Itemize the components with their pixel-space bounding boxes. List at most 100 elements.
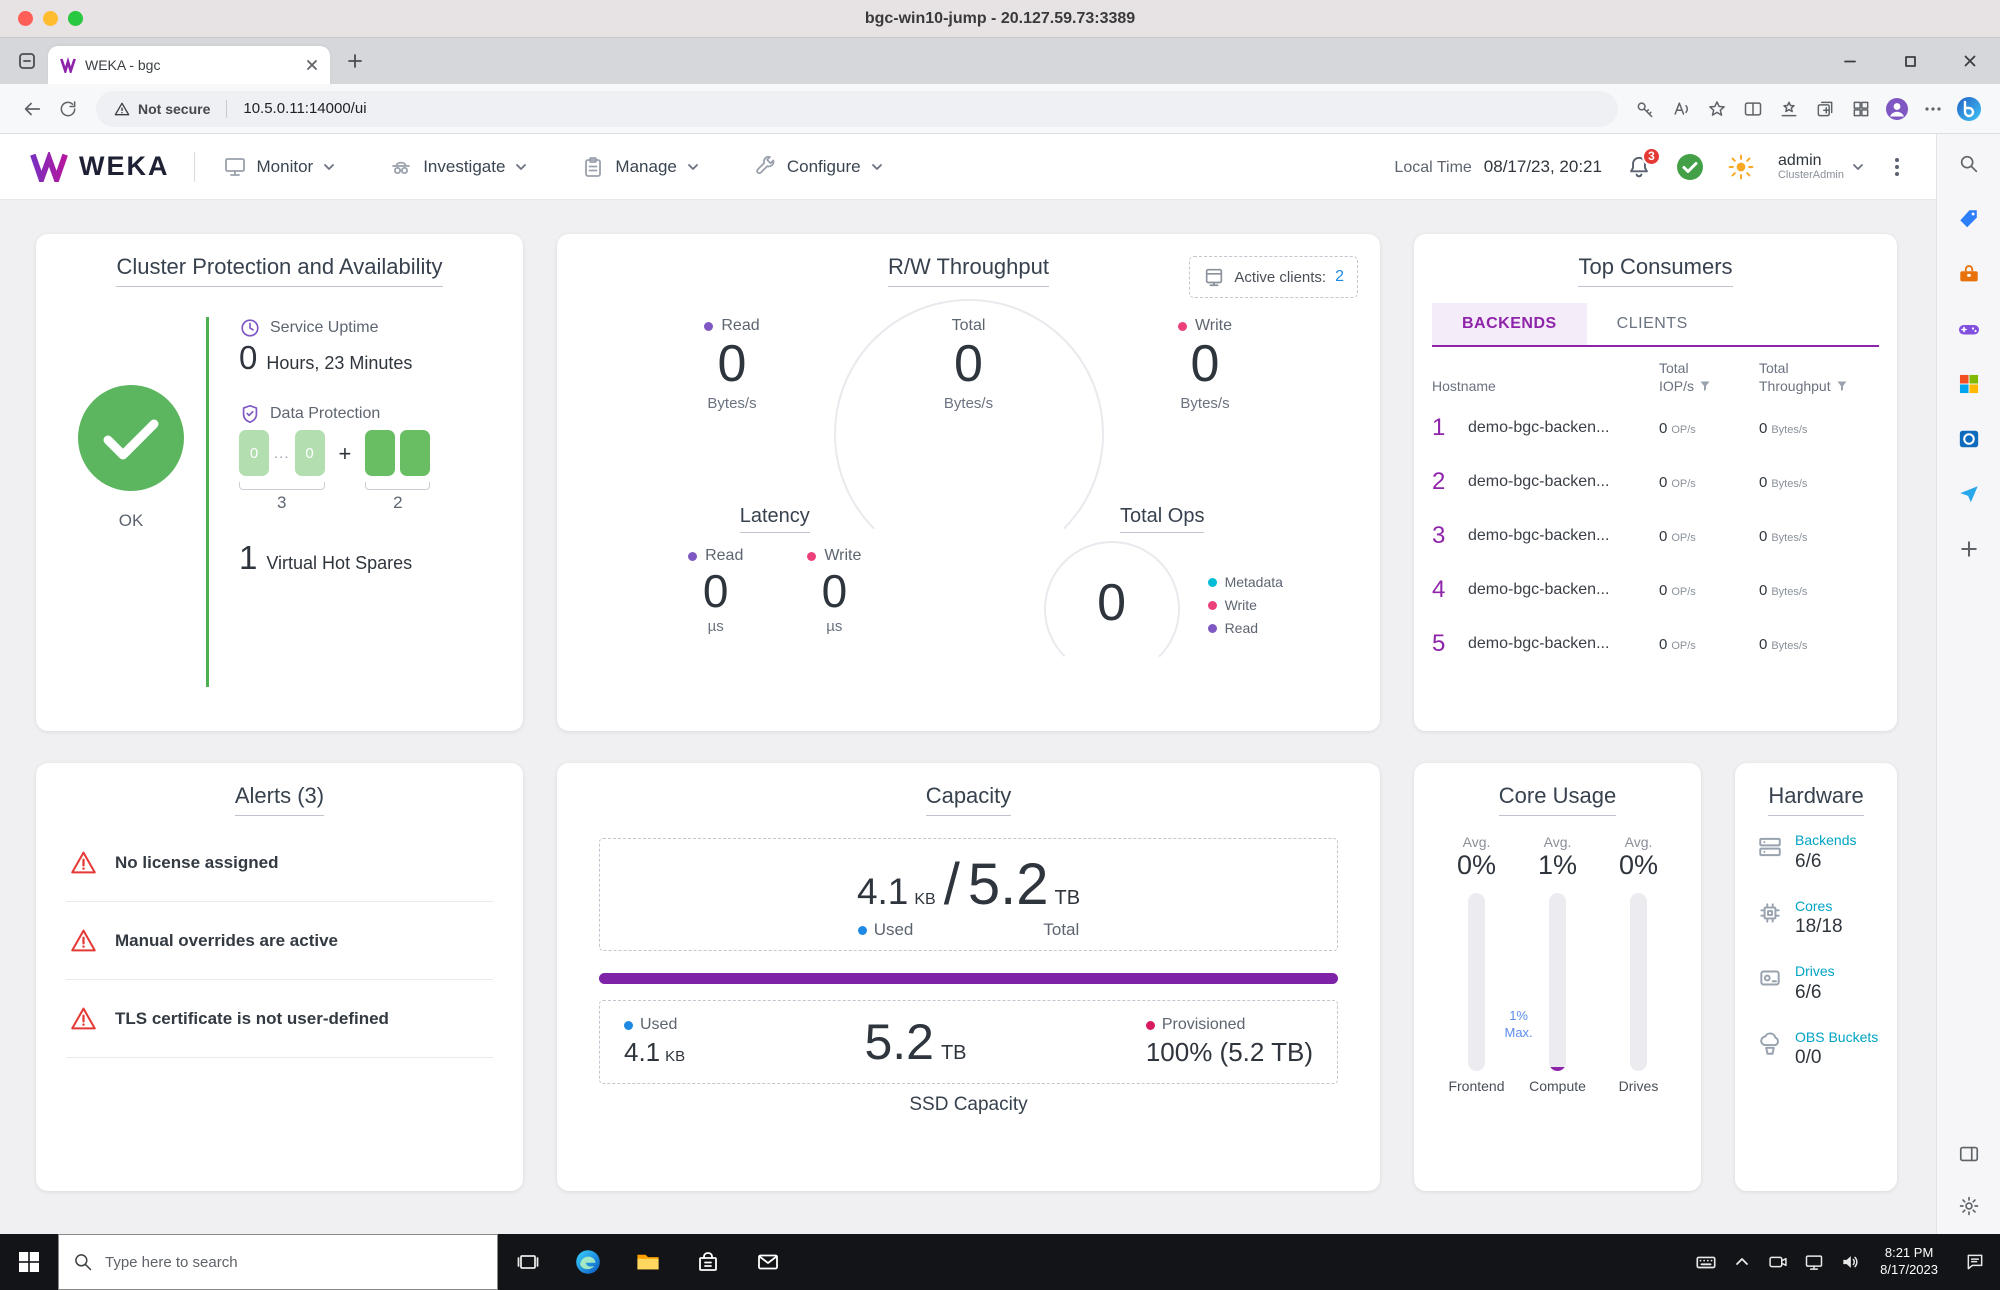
- start-button[interactable]: [0, 1234, 58, 1290]
- alert-item[interactable]: No license assigned: [66, 824, 493, 902]
- zoom-window-icon[interactable]: [68, 11, 83, 26]
- weka-favicon: [60, 57, 76, 73]
- refresh-icon[interactable]: [50, 91, 86, 127]
- tab-close-icon[interactable]: [306, 59, 318, 71]
- tab-actions-menu-icon[interactable]: [10, 44, 44, 78]
- volume-icon[interactable]: [1832, 1234, 1868, 1290]
- sidebar-add-icon[interactable]: [1955, 535, 1983, 563]
- profile-avatar[interactable]: [1880, 91, 1914, 127]
- menu-investigate[interactable]: Investigate: [389, 155, 527, 179]
- frontend-label: Frontend: [1448, 1078, 1505, 1094]
- meet-now-camera-icon[interactable]: [1760, 1234, 1796, 1290]
- split-screen-icon[interactable]: [1736, 91, 1770, 127]
- show-hidden-icons-chevron[interactable]: [1724, 1234, 1760, 1290]
- cores-value: 18/18: [1795, 916, 1843, 937]
- hardware-drives[interactable]: Drives 6/6: [1757, 963, 1883, 1004]
- hardware-cores[interactable]: Cores 18/18: [1757, 898, 1883, 939]
- favorite-star-icon[interactable]: [1700, 91, 1734, 127]
- favorites-bar-icon[interactable]: [1772, 91, 1806, 127]
- latency-read-stat: Read 0 µs: [688, 547, 743, 635]
- hostname: demo-bgc-backen...: [1468, 473, 1610, 491]
- minimize-icon[interactable]: [1820, 38, 1880, 84]
- hardware-obs-buckets[interactable]: OBS Buckets 0/0: [1757, 1029, 1883, 1070]
- kebab-menu-icon[interactable]: [1888, 156, 1906, 178]
- filter-icon[interactable]: [1699, 380, 1711, 392]
- ssd-capacity-value-block: 5.2 TB: [864, 1013, 966, 1071]
- cluster-health-button[interactable]: [1676, 153, 1704, 181]
- active-clients-box[interactable]: Active clients: 2: [1189, 256, 1358, 298]
- taskbar-clock[interactable]: 8:21 PM 8/17/2023: [1868, 1245, 1950, 1279]
- consumer-row[interactable]: 3 demo-bgc-backen... 0 OP/s 0 Bytes/s: [1432, 509, 1879, 563]
- col-total-iops[interactable]: Total IOP/s: [1659, 359, 1759, 395]
- sidebar-search-icon[interactable]: [1955, 150, 1983, 178]
- maximize-icon[interactable]: [1880, 38, 1940, 84]
- password-key-icon[interactable]: [1628, 91, 1662, 127]
- file-explorer-icon[interactable]: [618, 1234, 678, 1290]
- capacity-total-unit: TB: [1054, 887, 1081, 909]
- alert-item[interactable]: Manual overrides are active: [66, 902, 493, 980]
- hardware-backends[interactable]: Backends 6/6: [1757, 832, 1883, 873]
- tab-backends[interactable]: BACKENDS: [1432, 303, 1587, 345]
- menu-monitor[interactable]: Monitor: [223, 155, 336, 179]
- clients-icon: [1206, 268, 1223, 287]
- consumer-row[interactable]: 2 demo-bgc-backen... 0 OP/s 0 Bytes/s: [1432, 455, 1879, 509]
- sidebar-drop-icon[interactable]: [1955, 480, 1983, 508]
- action-center-button[interactable]: [1950, 1234, 2000, 1290]
- new-tab-button[interactable]: [338, 44, 372, 78]
- user-menu[interactable]: admin ClusterAdmin: [1778, 152, 1864, 182]
- tp-unit: Bytes/s: [1771, 477, 1808, 490]
- chevron-down-icon: [687, 161, 699, 173]
- consumer-row[interactable]: 4 demo-bgc-backen... 0 OP/s 0 Bytes/s: [1432, 563, 1879, 617]
- menu-configure[interactable]: Configure: [753, 155, 883, 179]
- consumer-row[interactable]: 1 demo-bgc-backen... 0 OP/s 0 Bytes/s: [1432, 401, 1879, 455]
- task-view-button[interactable]: [498, 1234, 558, 1290]
- read-aloud-icon[interactable]: [1664, 91, 1698, 127]
- menu-manage[interactable]: Manage: [581, 155, 698, 179]
- weka-logo[interactable]: WEKA: [30, 151, 170, 182]
- legend-write: Write: [1224, 597, 1257, 613]
- theme-toggle-button[interactable]: [1728, 154, 1754, 180]
- card-core-usage: Core Usage Avg. 0% Frontend Avg. 1%: [1414, 763, 1701, 1191]
- local-time: Local Time 08/17/23, 20:21: [1394, 157, 1602, 177]
- extensions-icon[interactable]: [1844, 91, 1878, 127]
- menu-monitor-label: Monitor: [256, 156, 314, 176]
- touch-keyboard-icon[interactable]: [1688, 1234, 1724, 1290]
- sidebar-outlook-icon[interactable]: [1955, 425, 1983, 453]
- consumer-row[interactable]: 5 demo-bgc-backen... 0 OP/s 0 Bytes/s: [1432, 617, 1879, 671]
- minimize-window-icon[interactable]: [43, 11, 58, 26]
- sidebar-settings-gear-icon[interactable]: [1955, 1192, 1983, 1220]
- sidebar-tools-icon[interactable]: [1955, 260, 1983, 288]
- server-icon: [1757, 834, 1783, 860]
- sidebar-microsoft365-icon[interactable]: [1955, 370, 1983, 398]
- address-bar[interactable]: Not secure 10.5.0.11:14000/ui: [96, 90, 1618, 127]
- tp-unit: Bytes/s: [1771, 423, 1808, 436]
- close-icon[interactable]: [1940, 38, 2000, 84]
- parity-stripe-count: 2: [393, 493, 403, 512]
- filter-icon[interactable]: [1836, 380, 1848, 392]
- browser-menu-icon[interactable]: [1916, 91, 1950, 127]
- collections-icon[interactable]: [1808, 91, 1842, 127]
- microsoft-store-icon[interactable]: [678, 1234, 738, 1290]
- drives-label: Drives: [1618, 1078, 1659, 1094]
- card-top-consumers: Top Consumers BACKENDS CLIENTS Hostname …: [1414, 234, 1897, 731]
- network-icon[interactable]: [1796, 1234, 1832, 1290]
- latency-read-value: 0: [702, 565, 729, 617]
- mail-icon[interactable]: [738, 1234, 798, 1290]
- tab-clients[interactable]: CLIENTS: [1616, 315, 1688, 332]
- close-window-icon[interactable]: [18, 11, 33, 26]
- max-note-word: Max.: [1504, 1025, 1533, 1041]
- sidebar-shopping-icon[interactable]: [1955, 205, 1983, 233]
- edge-taskbar-icon[interactable]: [558, 1234, 618, 1290]
- alert-item[interactable]: TLS certificate is not user-defined: [66, 980, 493, 1058]
- sidebar-panel-toggle-icon[interactable]: [1955, 1140, 1983, 1168]
- sidebar-games-icon[interactable]: [1955, 315, 1983, 343]
- manage-icon: [581, 155, 605, 179]
- notifications-button[interactable]: 3: [1626, 146, 1661, 180]
- browser-tab[interactable]: WEKA - bgc: [48, 46, 330, 84]
- back-icon[interactable]: [14, 91, 50, 127]
- read-dot-icon: [704, 321, 714, 331]
- taskbar-search-input[interactable]: Type here to search: [58, 1234, 498, 1290]
- copilot-icon[interactable]: [1952, 91, 1986, 127]
- weka-app: WEKA Monitor Investigate Manage: [0, 134, 1936, 1234]
- col-total-throughput[interactable]: Total Throughput: [1759, 359, 1879, 395]
